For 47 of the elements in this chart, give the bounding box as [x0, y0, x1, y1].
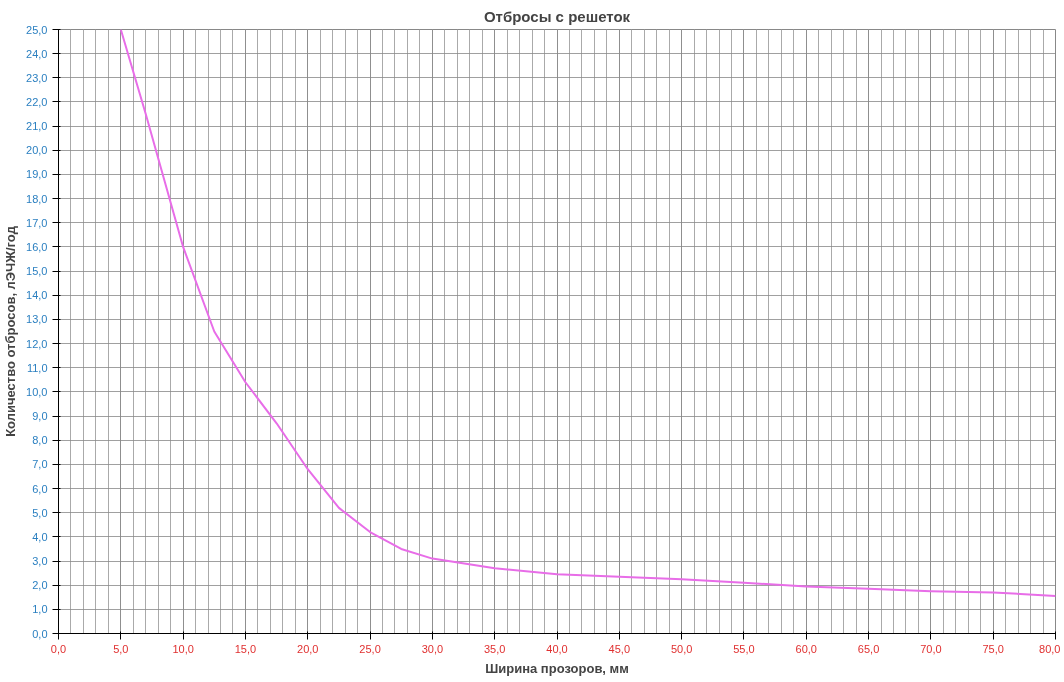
x-axis-title: Ширина прозоров, мм [485, 660, 629, 676]
y-tick-label: 15,0 [26, 265, 48, 278]
x-tick-label: 55,0 [733, 642, 755, 655]
x-tick-label: 45,0 [608, 642, 631, 655]
y-tick-label: 1,0 [32, 603, 48, 616]
x-tick-label: 15,0 [234, 642, 257, 655]
y-tick-label: 6,0 [32, 482, 48, 495]
y-tick-label: 22,0 [26, 95, 48, 108]
y-tick-label: 20,0 [26, 144, 48, 157]
y-tick-label: 7,0 [32, 458, 48, 471]
y-tick-label: 10,0 [26, 385, 48, 398]
y-tick-label: 9,0 [32, 410, 48, 423]
y-tick-label: 23,0 [26, 71, 48, 84]
x-tick-label: 25,0 [359, 642, 381, 655]
y-tick-label: 25,0 [26, 23, 48, 36]
y-tick-label: 21,0 [26, 120, 48, 133]
y-tick-label: 5,0 [32, 506, 48, 519]
y-tick-label: 13,0 [26, 313, 48, 326]
y-axis-title: Количество отбросов, лЭЧЖ/год [3, 225, 19, 437]
x-tick-label: 0,0 [50, 642, 67, 655]
x-tick-label: 20,0 [297, 642, 319, 655]
x-tick-label: 30,0 [421, 642, 444, 655]
line-series [119, 29, 1056, 598]
x-tick-label: 80,0 [1039, 642, 1061, 655]
x-tick-label: 5,0 [113, 642, 129, 655]
y-tick-label: 16,0 [26, 240, 48, 253]
y-tick-label: 18,0 [26, 192, 48, 205]
y-tick-label: 3,0 [32, 555, 48, 568]
y-tick-label: 4,0 [32, 530, 48, 543]
y-tick-label: 2,0 [32, 579, 48, 592]
x-tick-label: 70,0 [920, 642, 942, 655]
x-tick-label: 50,0 [670, 642, 693, 655]
chart-title: Отбросы с решеток [483, 7, 631, 25]
y-tick-label: 19,0 [26, 168, 48, 181]
y-tick-label: 14,0 [26, 289, 48, 302]
y-tick-label: 0,0 [32, 627, 48, 640]
x-tick-label: 60,0 [795, 642, 817, 655]
x-tick-label: 40,0 [546, 642, 568, 655]
x-tick-label: 65,0 [857, 642, 880, 655]
y-tick-label: 24,0 [26, 47, 48, 60]
y-tick-label: 8,0 [32, 434, 48, 447]
y-tick-label: 17,0 [26, 216, 48, 229]
y-tick-label: 11,0 [26, 361, 48, 374]
y-tick-label: 12,0 [26, 337, 48, 350]
x-tick-label: 35,0 [483, 642, 506, 655]
x-tick-label: 75,0 [982, 642, 1004, 655]
x-tick-label: 10,0 [172, 642, 194, 655]
